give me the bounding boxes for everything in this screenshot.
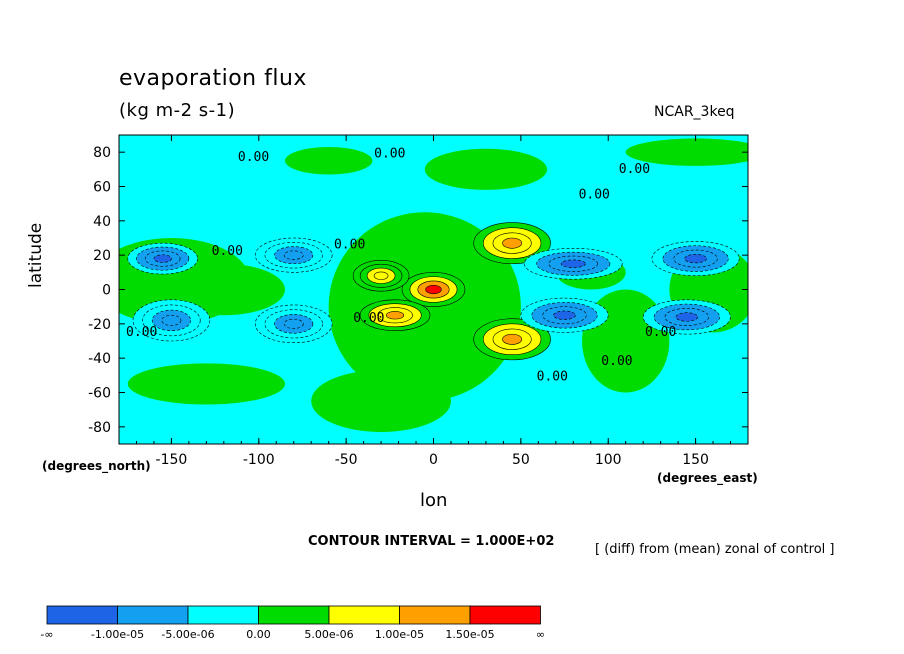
legend-label: 5.00e-06 xyxy=(304,628,353,641)
y-tick-label: 40 xyxy=(93,214,111,230)
chart-title: evaporation flux xyxy=(119,66,307,91)
x-axis-units: (degrees_east) xyxy=(657,471,758,485)
contour-max-1 xyxy=(425,284,442,295)
contour-min-1 xyxy=(153,254,172,263)
legend-swatch xyxy=(328,605,400,625)
contour-min-2 xyxy=(283,250,304,260)
legend-label: 1.00e-05 xyxy=(375,628,424,641)
x-tick-label: 100 xyxy=(595,452,622,468)
contour-label: 0.00 xyxy=(353,311,384,326)
positive-region xyxy=(424,148,548,190)
contour-labels: 0.00 0.00 0.00 0.00 0.00 0.00 0.00 0.00 0.00 0.00… xyxy=(126,146,676,384)
legend-label: 1.50e-05 xyxy=(445,628,494,641)
contour-min-5 xyxy=(560,259,586,268)
positive-region xyxy=(311,370,451,432)
x-tick-label: 150 xyxy=(682,452,709,468)
contour-min-4 xyxy=(283,318,304,329)
contour-label: 0.00 xyxy=(126,325,157,340)
contour-label: 0.00 xyxy=(619,162,650,177)
contour-label: 0.00 xyxy=(579,188,610,203)
contour-label: 0.00 xyxy=(537,369,568,384)
contour-min-3 xyxy=(161,314,182,326)
y-tick-label: -80 xyxy=(88,420,111,436)
contour-label: 0.00 xyxy=(334,237,365,252)
y-tick-label: 20 xyxy=(93,248,111,264)
y-tick-label: 60 xyxy=(93,180,111,196)
x-tick-label: 50 xyxy=(512,452,530,468)
y-tick-label: -60 xyxy=(88,386,111,402)
positive-region xyxy=(127,363,285,405)
source-label: NCAR_3keq xyxy=(654,104,735,120)
axes: -150 -100 -50 0 50 100 150 -80 -60 -40 -20 0 20 40 60 8… xyxy=(88,135,748,468)
contour-label: 0.00 xyxy=(601,354,632,369)
x-axis-label: lon xyxy=(420,490,448,511)
legend-swatch xyxy=(469,605,541,625)
legend-swatch xyxy=(46,605,118,625)
legend-swatch xyxy=(399,605,471,625)
positive-region xyxy=(625,138,748,166)
contour-max-4 xyxy=(386,311,405,320)
y-axis-units: (degrees_north) xyxy=(42,459,151,473)
color-legend: -∞ -1.00e-05 -5.00e-06 0.00 5.00e-06 1.00e-05… xyxy=(40,605,545,641)
contour-min-7 xyxy=(553,310,576,320)
legend-label: -1.00e-05 xyxy=(91,628,144,641)
contour-min-8 xyxy=(675,312,699,322)
positive-region xyxy=(328,212,521,402)
y-tick-label: -20 xyxy=(88,317,111,333)
x-tick-label: 0 xyxy=(429,452,438,468)
filled-contour-field xyxy=(119,135,748,444)
contour-min-6 xyxy=(684,254,707,264)
chart-subtitle: (kg m-2 s-1) xyxy=(119,100,236,121)
contour-label: 0.00 xyxy=(212,244,243,259)
x-tick-label: -150 xyxy=(156,452,188,468)
contour-label: 0.00 xyxy=(238,150,269,165)
legend-label: -5.00e-06 xyxy=(161,628,214,641)
y-tick-label: 0 xyxy=(102,283,111,299)
contour-max-5 xyxy=(373,271,389,280)
positive-region xyxy=(284,147,373,175)
y-tick-label: -40 xyxy=(88,351,111,367)
contour-label: 0.00 xyxy=(645,325,676,340)
diff-note: [ (diff) from (mean) zonal of control ] xyxy=(595,542,835,557)
contour-max-2 xyxy=(502,237,523,249)
y-tick-label: 80 xyxy=(93,145,111,161)
contour-label: 0.00 xyxy=(374,146,405,161)
contour-max-3 xyxy=(502,333,523,345)
x-tick-label: -50 xyxy=(335,452,358,468)
positive-region xyxy=(162,263,285,316)
legend-label: ∞ xyxy=(536,628,545,641)
legend-label: -∞ xyxy=(40,628,53,641)
x-tick-label: -100 xyxy=(243,452,275,468)
legend-swatch xyxy=(258,605,330,625)
legend-label: 0.00 xyxy=(246,628,271,641)
contour-interval: CONTOUR INTERVAL = 1.000E+02 xyxy=(308,534,555,549)
legend-swatch xyxy=(187,605,259,625)
legend-swatch xyxy=(117,605,189,625)
